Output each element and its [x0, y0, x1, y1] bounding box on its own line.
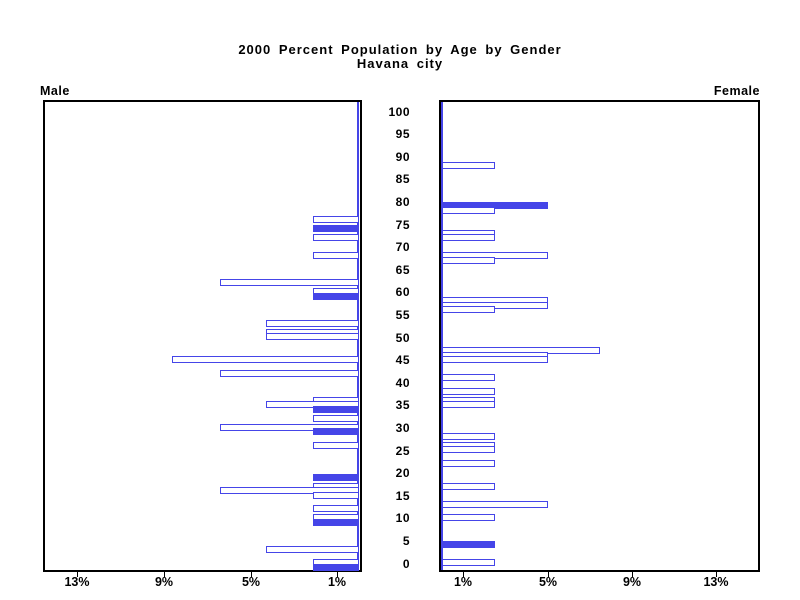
bar-male-age-13 [313, 505, 359, 512]
bar-male-age-36 [266, 401, 359, 408]
bar-male-age-27 [313, 442, 359, 449]
bar-female-age-11 [442, 514, 495, 521]
age-tick-label-15: 15 [395, 489, 410, 503]
bar-female-age-29 [442, 433, 495, 440]
age-tick-label-60: 60 [395, 285, 410, 299]
bar-female-age-69 [442, 252, 548, 259]
bar-female-age-26 [442, 446, 495, 453]
bar-female-age-68 [442, 257, 495, 264]
bar-male-age-0 [313, 564, 359, 571]
bar-male-age-73 [313, 234, 359, 241]
age-tick-label-5: 5 [402, 534, 410, 548]
age-tick-label-100: 100 [388, 105, 410, 119]
age-tick-label-80: 80 [395, 195, 410, 209]
bar-male-age-31 [220, 424, 359, 431]
bar-male-age-63 [220, 279, 359, 286]
male-pct-tick-label-13: 13% [64, 575, 90, 589]
age-tick-label-25: 25 [395, 444, 410, 458]
bar-female-age-14 [442, 501, 548, 508]
chart-subtitle: Havana city [356, 56, 444, 71]
male-pct-tick-9 [164, 572, 165, 577]
age-tick-label-95: 95 [395, 127, 410, 141]
male-pct-tick-label-1: 1% [327, 575, 347, 589]
bar-female-age-39 [442, 388, 495, 395]
bar-male-age-35 [313, 406, 359, 413]
age-tick-label-85: 85 [395, 172, 410, 186]
age-tick-label-75: 75 [395, 218, 410, 232]
age-tick-label-35: 35 [395, 398, 410, 412]
bar-male-age-43 [220, 370, 359, 377]
age-tick-label-70: 70 [395, 240, 410, 254]
bar-male-age-33 [313, 415, 359, 422]
male-pct-tick-label-9: 9% [154, 575, 174, 589]
age-tick-label-90: 90 [395, 150, 410, 164]
age-tick-label-10: 10 [395, 511, 410, 525]
bar-female-age-1 [442, 559, 495, 566]
bar-male-age-77 [313, 216, 359, 223]
female-pct-tick-5 [548, 572, 549, 577]
female-pct-tick-label-5: 5% [538, 575, 558, 589]
female-panel-frame [439, 100, 760, 572]
bar-female-age-57 [442, 306, 495, 313]
bar-male-age-54 [266, 320, 359, 327]
age-tick-label-65: 65 [395, 263, 410, 277]
bar-female-age-79 [442, 207, 495, 214]
bar-male-age-75 [313, 225, 359, 232]
bar-female-age-46 [442, 356, 548, 363]
bar-male-age-20 [313, 474, 359, 481]
female-pct-tick-label-13: 13% [703, 575, 729, 589]
age-tick-label-0: 0 [402, 557, 410, 571]
age-tick-label-55: 55 [395, 308, 410, 322]
bar-male-age-51 [266, 333, 359, 340]
bar-male-age-69 [313, 252, 359, 259]
female-pct-tick-13 [716, 572, 717, 577]
male-panel-label: Male [40, 84, 70, 98]
female-pct-tick-1 [463, 572, 464, 577]
bar-female-age-18 [442, 483, 495, 490]
bar-female-age-42 [442, 374, 495, 381]
male-pct-tick-label-5: 5% [241, 575, 261, 589]
bar-female-age-36 [442, 401, 495, 408]
bar-female-age-73 [442, 234, 495, 241]
female-pct-tick-label-1: 1% [453, 575, 473, 589]
bar-female-age-58 [442, 302, 548, 309]
bar-male-age-46 [172, 356, 359, 363]
bar-female-age-23 [442, 460, 495, 467]
female-zero-axis-line [441, 102, 443, 570]
female-panel-label: Female [713, 84, 760, 98]
female-pct-tick-9 [632, 572, 633, 577]
chart-title: 2000 Percent Population by Age by Gender [238, 42, 562, 57]
bar-male-age-30 [313, 428, 359, 435]
bar-male-age-60 [313, 293, 359, 300]
male-pct-tick-13 [77, 572, 78, 577]
bar-male-age-10 [313, 519, 359, 526]
female-pct-tick-label-9: 9% [622, 575, 642, 589]
male-pct-tick-5 [251, 572, 252, 577]
bar-male-age-17 [220, 487, 359, 494]
bar-female-age-5 [442, 541, 495, 548]
age-tick-label-20: 20 [395, 466, 410, 480]
bar-female-age-80 [442, 202, 548, 209]
male-pct-tick-1 [337, 572, 338, 577]
age-tick-label-50: 50 [395, 331, 410, 345]
age-tick-label-40: 40 [395, 376, 410, 390]
bar-male-age-16 [313, 492, 359, 499]
bar-male-age-4 [266, 546, 359, 553]
age-tick-label-45: 45 [395, 353, 410, 367]
bar-female-age-89 [442, 162, 495, 169]
age-tick-label-30: 30 [395, 421, 410, 435]
